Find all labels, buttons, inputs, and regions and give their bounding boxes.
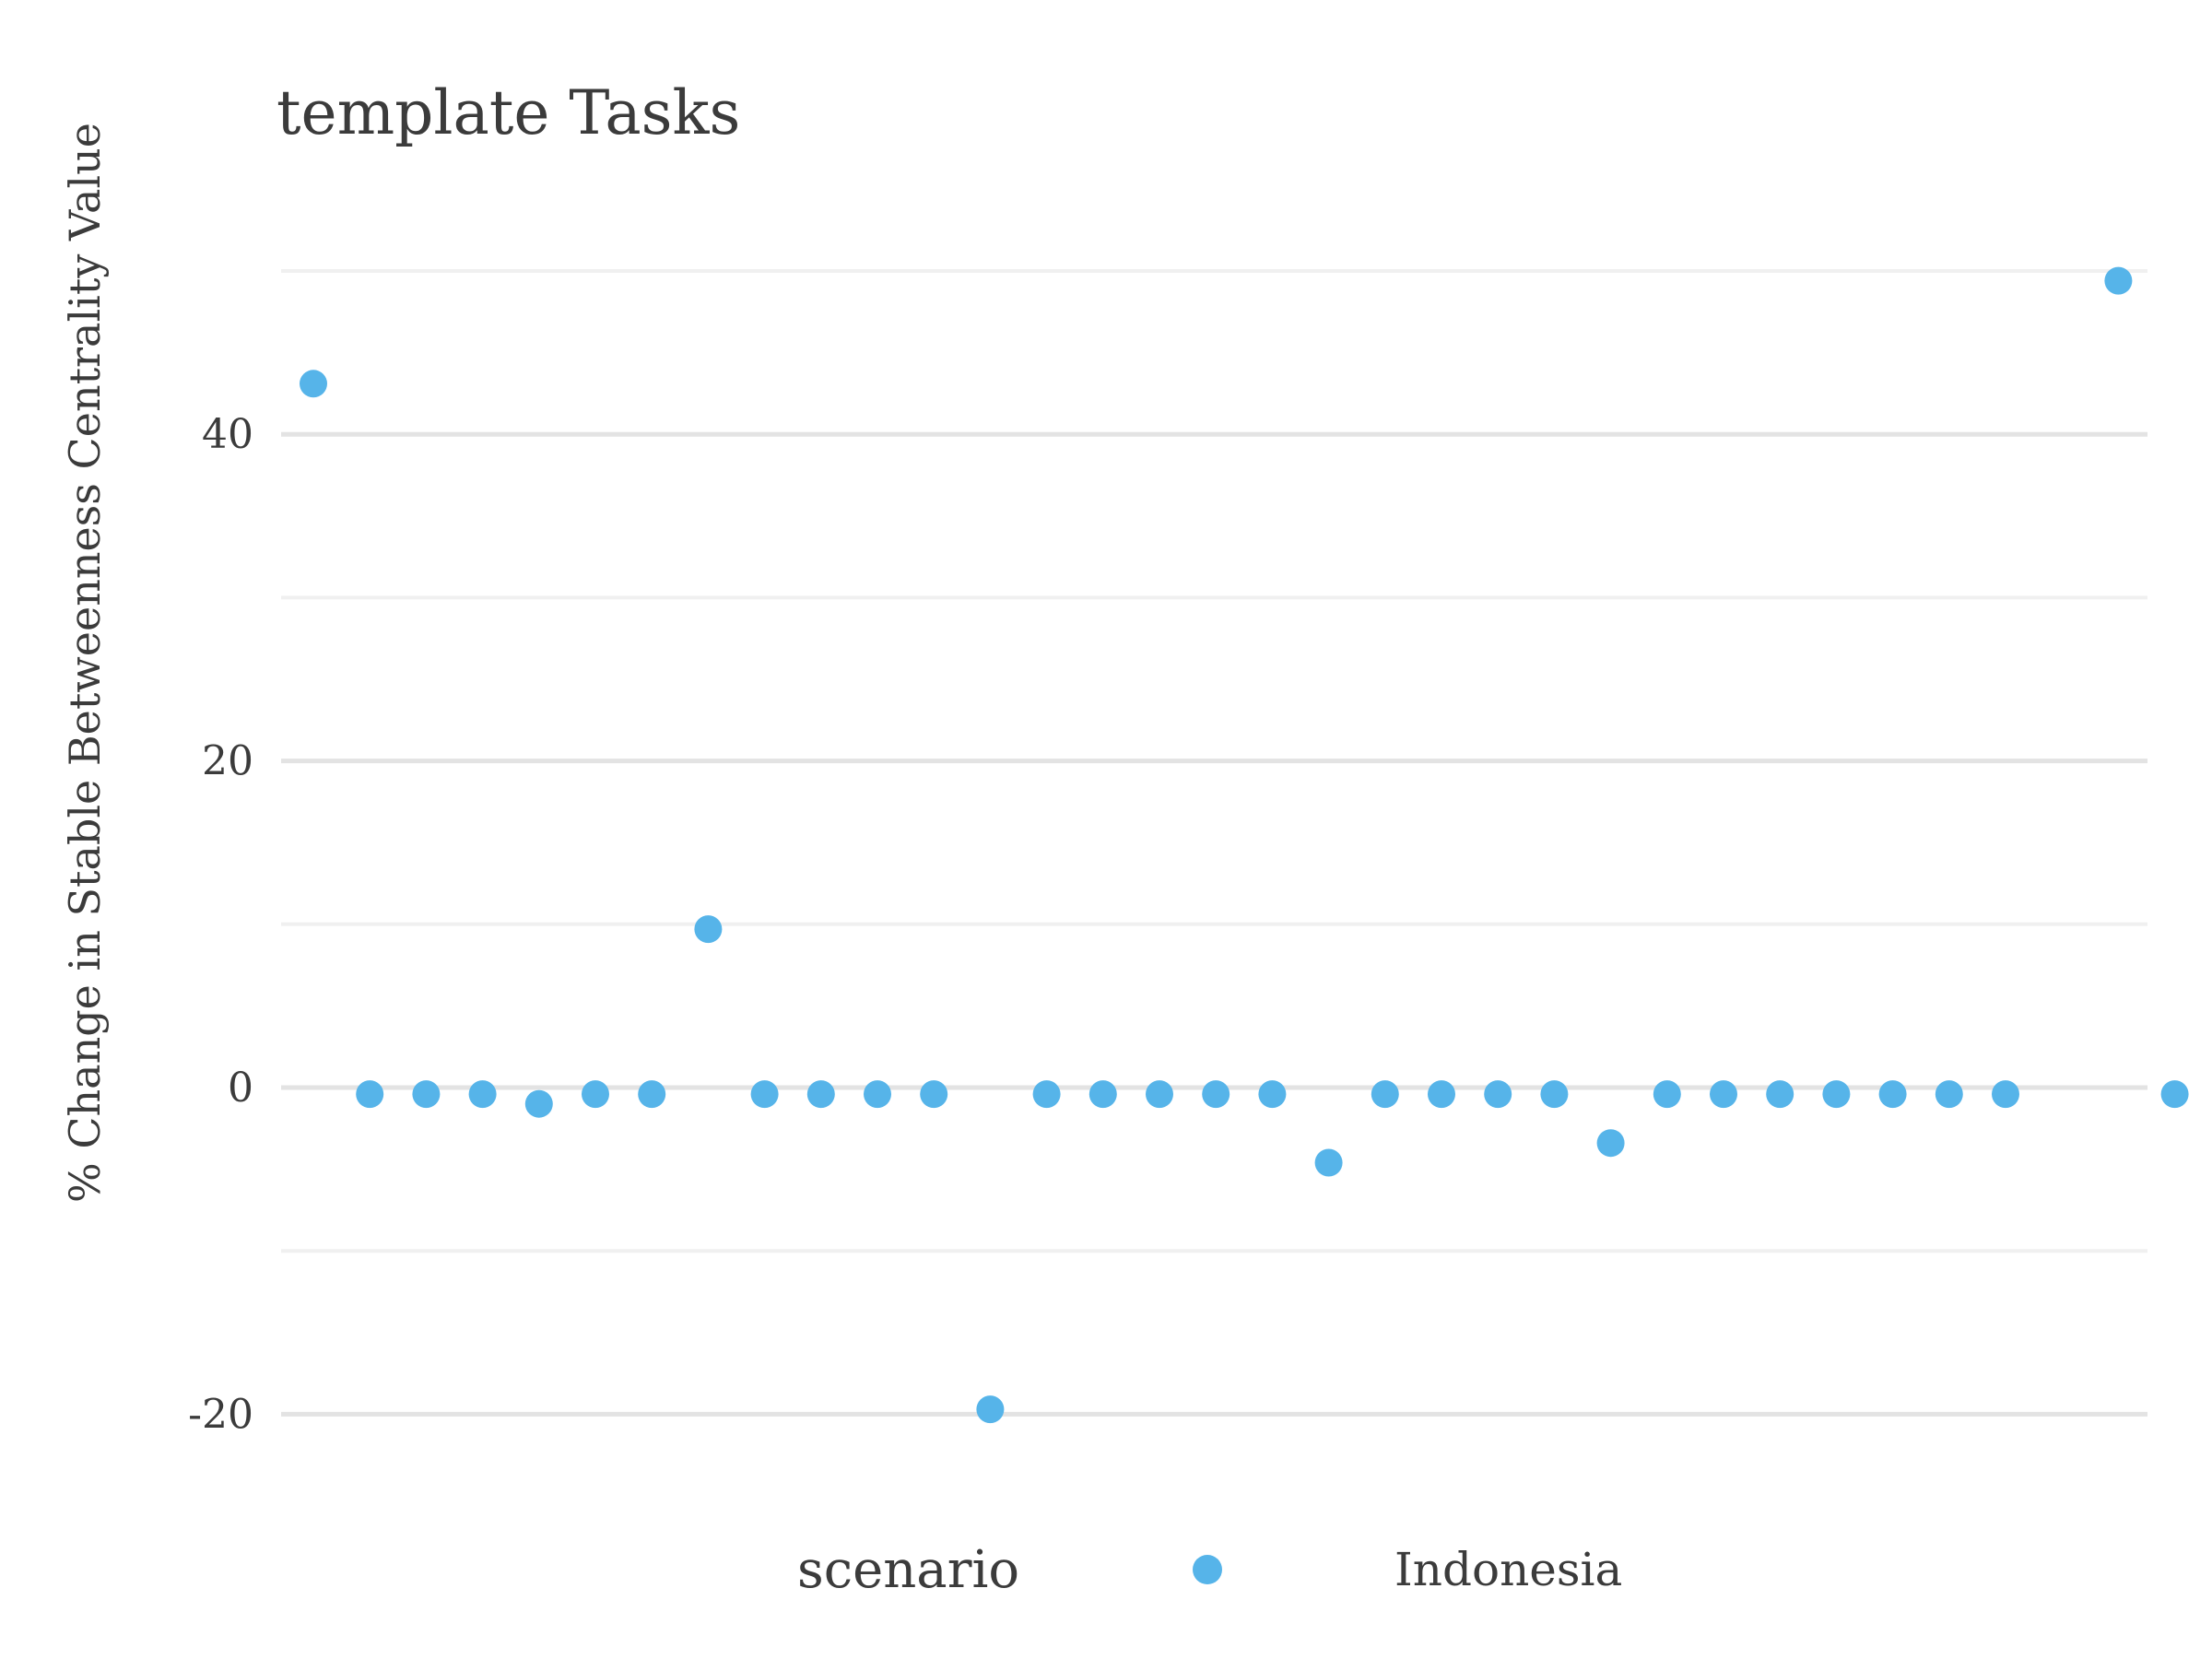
data-point bbox=[750, 1080, 779, 1109]
data-point bbox=[412, 1080, 441, 1109]
gridlines bbox=[281, 269, 2147, 1417]
legend-title: scenario bbox=[797, 1540, 1019, 1600]
data-point bbox=[1202, 1080, 1230, 1109]
data-point bbox=[582, 1080, 609, 1109]
data-point bbox=[638, 1080, 666, 1109]
data-point bbox=[1032, 1080, 1061, 1109]
y-axis-ticks: -20 0 20 40 bbox=[188, 411, 253, 1438]
data-point bbox=[806, 1080, 835, 1109]
chart-title: template Tasks bbox=[276, 77, 740, 148]
data-points bbox=[300, 266, 2189, 1424]
data-point bbox=[300, 370, 327, 398]
data-point bbox=[920, 1080, 948, 1109]
data-point bbox=[1088, 1080, 1117, 1109]
data-point bbox=[1258, 1080, 1287, 1109]
data-point bbox=[1540, 1080, 1569, 1109]
data-point bbox=[2160, 1080, 2189, 1109]
data-point bbox=[864, 1080, 891, 1109]
data-point bbox=[2104, 266, 2133, 295]
data-point bbox=[468, 1080, 497, 1109]
data-point bbox=[1314, 1148, 1343, 1177]
data-point bbox=[356, 1080, 384, 1109]
legend-label-indonesia: Indonesia bbox=[1394, 1543, 1622, 1596]
y-tick-label: 40 bbox=[202, 411, 253, 458]
data-point bbox=[1710, 1080, 1737, 1109]
y-tick-label: -20 bbox=[188, 1391, 253, 1438]
data-point bbox=[1653, 1080, 1681, 1109]
data-point bbox=[1371, 1080, 1399, 1109]
data-point bbox=[694, 915, 723, 944]
data-point bbox=[1878, 1080, 1907, 1109]
data-point bbox=[1766, 1080, 1794, 1109]
data-point bbox=[1935, 1080, 1963, 1109]
y-axis-label: % Change in Stable Betweenness Centralit… bbox=[60, 123, 110, 1203]
data-point bbox=[524, 1089, 553, 1118]
y-tick-label: 20 bbox=[202, 738, 253, 785]
data-point bbox=[1428, 1080, 1455, 1109]
data-point bbox=[1596, 1129, 1625, 1158]
data-point bbox=[1992, 1080, 2019, 1109]
data-point bbox=[1822, 1080, 1851, 1109]
data-point bbox=[1146, 1080, 1173, 1109]
legend-key-indonesia bbox=[1193, 1555, 1222, 1584]
legend: scenario Indonesia bbox=[797, 1540, 1622, 1600]
data-point bbox=[1484, 1080, 1512, 1109]
y-tick-label: 0 bbox=[228, 1065, 253, 1112]
data-point bbox=[976, 1395, 1005, 1424]
